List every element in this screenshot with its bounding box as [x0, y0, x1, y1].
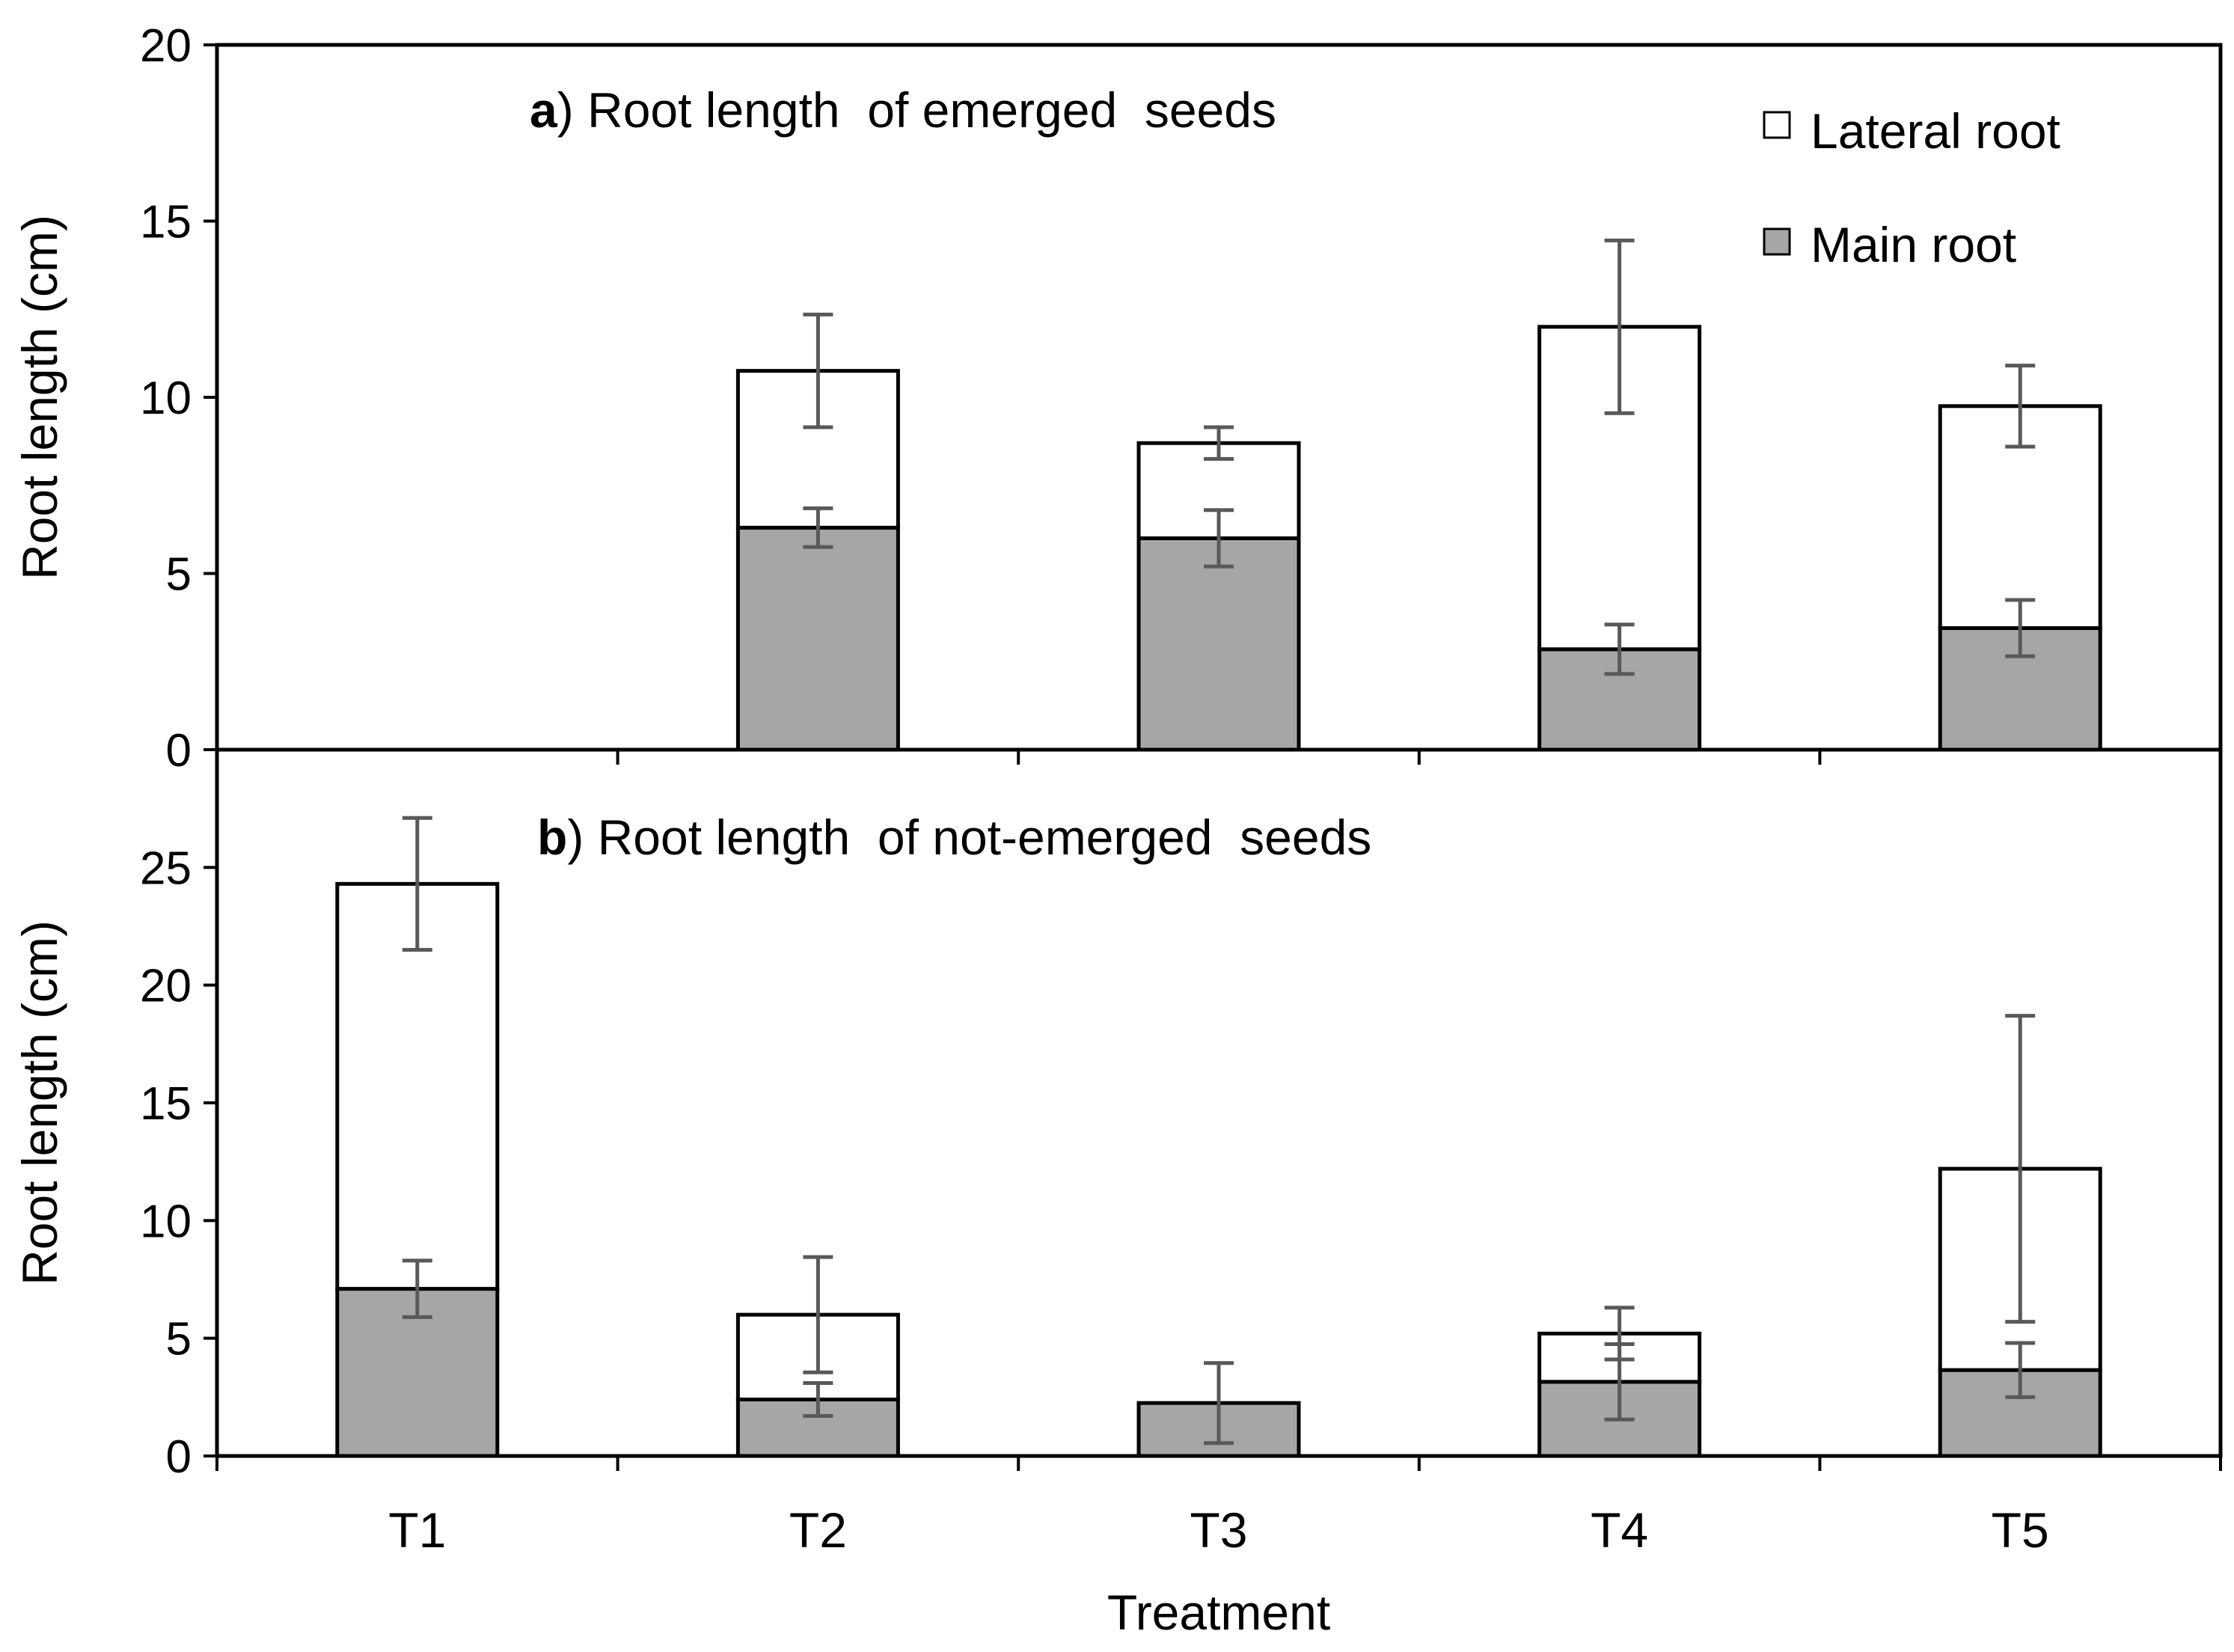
legend: Lateral root Main root	[1763, 103, 2060, 272]
panel-a-title: a) Root length of emerged seeds	[530, 82, 1276, 138]
panel-b-title: b) Root length of not-emerged seeds	[537, 810, 1371, 865]
panel-b-plot-area: 0 5 10 15 20 25	[140, 816, 2102, 1483]
panel-b-bar-main-T2	[735, 1397, 900, 1458]
panel-b-error-bar-main-T5	[2005, 1341, 2036, 1399]
panel-b-y-tick-label: 15	[140, 1078, 192, 1130]
panel-b-y-axis-title: Root length (cm)	[12, 920, 67, 1285]
x-tick-label-T3: T3	[1190, 1502, 1247, 1558]
panel-a-error-bar-lateral-T5	[2005, 364, 2036, 449]
panel-b-y-tick-label: 0	[166, 1431, 192, 1483]
x-tick-label-T2: T2	[789, 1502, 847, 1558]
legend-label-lateral-root: Lateral root	[1811, 103, 2060, 159]
panel-a-error-bar-lateral-T3	[1204, 425, 1234, 461]
panel-b-error-bar-main-T3	[1204, 1361, 1234, 1446]
panel-b-error-bar-lateral-T5	[2005, 1014, 2036, 1324]
legend-swatch-main-root	[1763, 227, 1791, 256]
x-tick-label-T4: T4	[1591, 1502, 1648, 1558]
x-axis: T1 T2 T3 T4 T5	[215, 750, 2222, 1558]
panel-a-y-axis-title: Root length (cm)	[12, 215, 67, 580]
legend-swatch-lateral-root	[1763, 111, 1791, 139]
x-tick-label-T5: T5	[1992, 1502, 2049, 1558]
panel-a-y-tick-label: 5	[166, 549, 192, 601]
panel-b-y-tick-label: 20	[140, 961, 192, 1012]
panel-b-error-bar-main-T1	[402, 1258, 432, 1319]
legend-label-main-root: Main root	[1811, 217, 2016, 272]
panel-a-error-bar-lateral-T2	[803, 312, 833, 429]
panel-a-y-tick-label: 10	[140, 373, 192, 424]
x-axis-title: Treatment	[1107, 1585, 1330, 1640]
panel-a-error-bar-lateral-T4	[1604, 238, 1635, 415]
panel-a-error-bar-main-T5	[2005, 598, 2036, 658]
panel-b-y-tick-label: 10	[140, 1196, 192, 1247]
panel-b-y-tick-label: 5	[166, 1314, 192, 1365]
panel-b-error-bar-lateral-T2	[803, 1255, 833, 1374]
panel-a-y-tick-label: 20	[140, 20, 192, 72]
x-tick-label-T1: T1	[388, 1502, 446, 1558]
panel-a-bar-main-T2	[735, 525, 900, 752]
panel-b-error-bar-lateral-T1	[402, 816, 432, 952]
panel-a-error-bar-main-T2	[803, 506, 833, 549]
panel-a-bar-main-T3	[1136, 536, 1301, 752]
panel-a-error-bar-main-T3	[1204, 508, 1234, 569]
panel-a-error-bar-main-T4	[1604, 622, 1635, 676]
panel-b-error-bar-lateral-T4	[1604, 1306, 1635, 1362]
panel-a-y-tick-label: 0	[166, 725, 192, 777]
panel-b-y-tick-label: 25	[140, 842, 192, 894]
panel-a-y-tick-label: 15	[140, 197, 192, 248]
panel-b-error-bar-main-T2	[803, 1380, 833, 1419]
panel-a-plot-area: 0 5 10 15 20	[140, 20, 2102, 777]
